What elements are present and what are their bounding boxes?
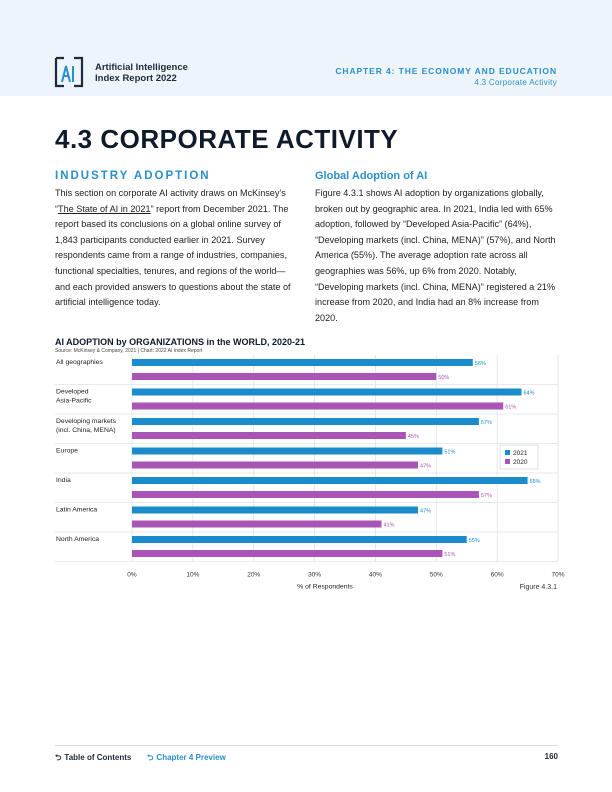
- category-label: India: [56, 477, 71, 484]
- chapter-info: CHAPTER 4: THE ECONOMY AND EDUCATION 4.3…: [335, 66, 557, 87]
- adoption-bar-chart: 0% 10% 20% 30% 40% 50% 60% 70% All geographies 56…: [55, 355, 565, 591]
- bar-2021: [132, 359, 473, 366]
- data-label: 55%: [469, 538, 480, 544]
- chart-source: Source: McKinsey & Company, 2021 | Chart…: [55, 348, 203, 354]
- category-label-line: Asia-Pacific: [56, 398, 92, 405]
- left-text-post: ” report from December 2021. The report …: [55, 203, 291, 308]
- left-text-pre: This section on corporate AI activity dr…: [55, 188, 286, 214]
- x-tick-label: 40%: [369, 572, 382, 579]
- x-tick-label: 0%: [127, 572, 137, 579]
- category-label-line: Latin America: [56, 507, 97, 514]
- legend-swatch: [505, 459, 510, 464]
- bar-2021: [132, 447, 443, 455]
- bar-2020: [132, 402, 504, 410]
- bar-2020: [132, 461, 419, 469]
- bar-2021: [132, 418, 479, 425]
- data-label: 45%: [408, 434, 419, 440]
- toc-label: Table of Contents: [64, 753, 132, 762]
- category-label: Developed Asia-Pacific: [56, 389, 92, 405]
- left-body-text: This section on corporate AI activity dr…: [55, 186, 300, 311]
- data-label: 65%: [530, 479, 541, 485]
- category-label-line: Developed: [56, 389, 89, 396]
- category-label: Europe: [56, 448, 78, 455]
- legend-box: [499, 444, 539, 470]
- return-arrow-icon: ⮌: [55, 753, 62, 762]
- state-of-ai-link[interactable]: The State of AI in 2021: [58, 203, 151, 214]
- bar-2020: [132, 520, 382, 528]
- category-label-line: (incl. China, MENA): [56, 427, 116, 434]
- chapter-subsection: 4.3 Corporate Activity: [474, 78, 557, 87]
- category-label-line: Europe: [56, 448, 78, 455]
- data-label: 41%: [384, 523, 395, 529]
- subsection-heading: Global Adoption of AI: [315, 170, 428, 182]
- bar-2021: [132, 477, 528, 484]
- data-label: 47%: [420, 464, 431, 470]
- figure-label: Figure 4.3.1: [519, 584, 557, 591]
- data-label: 47%: [420, 509, 431, 515]
- bar-2020: [132, 491, 479, 498]
- page-header: Artificial Intelligence Index Report 202…: [0, 0, 612, 96]
- footer-divider: [55, 745, 558, 746]
- data-label: 64%: [523, 391, 534, 397]
- x-tick-label: 70%: [551, 572, 564, 579]
- category-label: Latin America: [56, 507, 97, 514]
- data-label: 57%: [481, 493, 492, 499]
- table-of-contents-link[interactable]: ⮌ Table of Contents: [55, 752, 131, 766]
- category-label-line: Developing markets: [56, 418, 117, 425]
- ai-index-logo-icon: [54, 56, 84, 88]
- data-label: 56%: [475, 361, 486, 367]
- data-label: 57%: [481, 420, 492, 426]
- bar-2021: [132, 536, 467, 543]
- category-label: North America: [56, 536, 99, 543]
- left-column: INDUSTRY ADOPTION This section on corpor…: [55, 170, 300, 311]
- right-body-text: Figure 4.3.1 shows AI adoption by organi…: [315, 188, 556, 323]
- x-tick-label: 30%: [308, 572, 321, 579]
- chapter-preview-link[interactable]: ⮌ Chapter 4 Preview: [147, 752, 226, 766]
- bar-2020: [132, 432, 406, 439]
- report-name: Artificial Intelligence Index Report 202…: [95, 62, 188, 84]
- legend-label: 2021: [513, 450, 528, 457]
- x-axis-label: % of Respondents: [297, 584, 353, 591]
- data-label: 61%: [505, 405, 516, 411]
- x-tick-label: 10%: [186, 572, 199, 579]
- data-label: 50%: [438, 375, 449, 381]
- bar-2020: [132, 550, 443, 557]
- report-name-line1: Artificial Intelligence: [95, 62, 188, 73]
- bar-2021: [132, 388, 522, 396]
- data-label: 51%: [444, 552, 455, 558]
- page-title: 4.3 CORPORATE ACTIVITY: [55, 124, 399, 154]
- legend-swatch: [505, 450, 510, 455]
- section-heading: INDUSTRY ADOPTION: [55, 170, 211, 182]
- chapter-title: CHAPTER 4: THE ECONOMY AND EDUCATION: [335, 66, 557, 76]
- category-label: Developing markets (incl. China, MENA): [56, 418, 117, 434]
- x-tick-label: 50%: [430, 572, 443, 579]
- category-label-line: All geographies: [56, 359, 103, 366]
- preview-label: Chapter 4 Preview: [156, 753, 226, 762]
- bar-2020: [132, 373, 437, 380]
- data-label: 51%: [444, 450, 455, 456]
- category-label-line: India: [56, 477, 71, 484]
- legend-label: 2020: [513, 459, 528, 466]
- bar-2021: [132, 506, 419, 514]
- page-number: 160: [544, 752, 558, 761]
- right-column: Global Adoption of AI Figure 4.3.1 shows…: [315, 170, 560, 326]
- return-arrow-icon: ⮌: [147, 753, 154, 762]
- x-tick-label: 20%: [247, 572, 260, 579]
- chart-title: AI ADOPTION by ORGANIZATIONS in the WORL…: [55, 337, 306, 347]
- category-label-line: North America: [56, 536, 99, 543]
- report-name-line2: Index Report 2022: [95, 73, 177, 84]
- category-label: All geographies: [56, 359, 103, 366]
- x-tick-label: 60%: [491, 572, 504, 579]
